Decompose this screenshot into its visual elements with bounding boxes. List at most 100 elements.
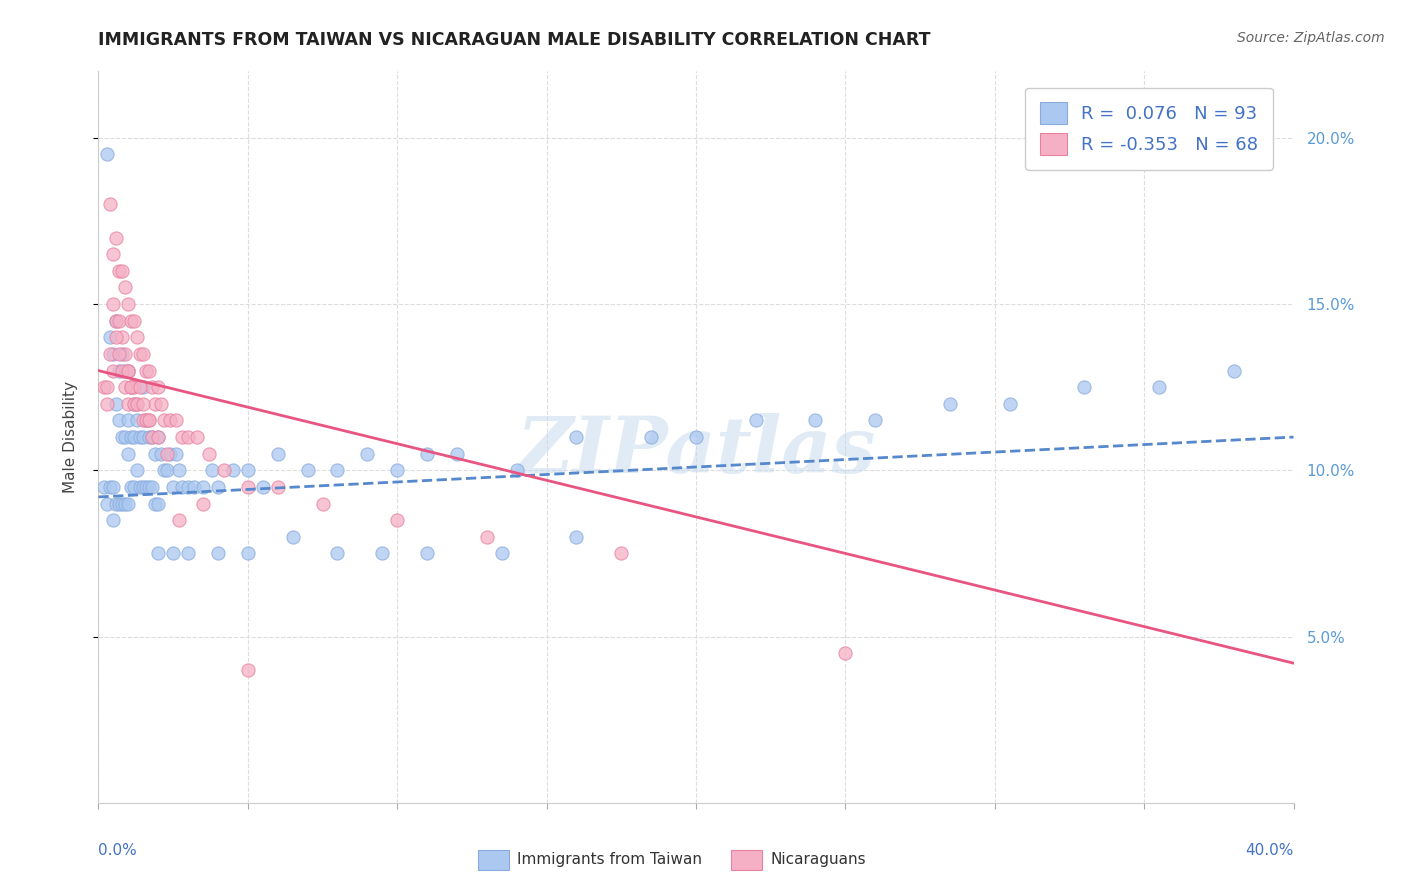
Point bbox=[198, 447, 221, 461]
Point bbox=[132, 380, 155, 394]
Point bbox=[96, 497, 118, 511]
Point bbox=[138, 413, 160, 427]
Point bbox=[385, 463, 409, 477]
Point bbox=[93, 480, 115, 494]
Point bbox=[105, 230, 128, 244]
Point bbox=[159, 447, 181, 461]
Point bbox=[865, 413, 887, 427]
Point bbox=[108, 264, 131, 278]
Point bbox=[117, 363, 139, 377]
Point bbox=[127, 413, 149, 427]
Point bbox=[105, 397, 128, 411]
Point bbox=[416, 546, 439, 560]
Point bbox=[252, 480, 274, 494]
Point bbox=[111, 363, 134, 377]
Point bbox=[172, 480, 194, 494]
Point bbox=[153, 413, 176, 427]
Point bbox=[191, 497, 214, 511]
Point bbox=[111, 264, 134, 278]
Point bbox=[108, 363, 131, 377]
Point bbox=[236, 480, 259, 494]
Point bbox=[297, 463, 319, 477]
Point bbox=[103, 347, 125, 361]
Point bbox=[117, 297, 139, 311]
Point bbox=[108, 314, 131, 328]
Point bbox=[111, 497, 134, 511]
Text: Immigrants from Taiwan: Immigrants from Taiwan bbox=[517, 853, 703, 867]
Point bbox=[124, 480, 146, 494]
Point bbox=[103, 513, 125, 527]
Point bbox=[117, 497, 139, 511]
Point bbox=[124, 314, 146, 328]
Point bbox=[685, 430, 707, 444]
Point bbox=[150, 447, 173, 461]
Point bbox=[120, 314, 142, 328]
Point bbox=[1147, 380, 1170, 394]
Point bbox=[148, 430, 170, 444]
Point bbox=[172, 430, 194, 444]
Point bbox=[281, 530, 304, 544]
Point bbox=[129, 347, 152, 361]
Point bbox=[132, 397, 155, 411]
Point bbox=[114, 280, 136, 294]
Point bbox=[127, 330, 149, 344]
Point bbox=[111, 330, 134, 344]
Point bbox=[103, 247, 125, 261]
Point bbox=[117, 413, 139, 427]
Point bbox=[267, 480, 290, 494]
Point bbox=[135, 413, 157, 427]
Point bbox=[640, 430, 662, 444]
Point bbox=[236, 663, 259, 677]
Point bbox=[138, 363, 160, 377]
Point bbox=[124, 380, 146, 394]
Point bbox=[138, 430, 160, 444]
Point bbox=[156, 447, 179, 461]
Point bbox=[311, 497, 333, 511]
Point bbox=[117, 363, 139, 377]
Point bbox=[98, 197, 122, 211]
Point bbox=[385, 513, 409, 527]
Point bbox=[148, 380, 170, 394]
Point bbox=[475, 530, 498, 544]
Point bbox=[939, 397, 962, 411]
Point bbox=[177, 480, 200, 494]
Point bbox=[141, 430, 163, 444]
Point bbox=[834, 646, 856, 660]
Point bbox=[124, 397, 146, 411]
Point bbox=[129, 430, 152, 444]
Point bbox=[132, 430, 155, 444]
Point bbox=[132, 347, 155, 361]
Text: ZIPatlas: ZIPatlas bbox=[516, 414, 876, 490]
Point bbox=[148, 546, 170, 560]
Point bbox=[506, 463, 529, 477]
Point bbox=[371, 546, 394, 560]
Point bbox=[165, 413, 187, 427]
Point bbox=[127, 463, 149, 477]
Point bbox=[162, 546, 184, 560]
Point bbox=[108, 497, 131, 511]
Point bbox=[117, 397, 139, 411]
Point bbox=[114, 380, 136, 394]
Text: Source: ZipAtlas.com: Source: ZipAtlas.com bbox=[1237, 31, 1385, 45]
Point bbox=[129, 480, 152, 494]
Point bbox=[212, 463, 235, 477]
Point bbox=[1223, 363, 1246, 377]
Point bbox=[135, 480, 157, 494]
Text: 0.0%: 0.0% bbox=[98, 843, 138, 858]
Point bbox=[610, 546, 633, 560]
Point bbox=[207, 480, 229, 494]
Point bbox=[804, 413, 827, 427]
Point bbox=[132, 413, 155, 427]
Point bbox=[141, 480, 163, 494]
Point bbox=[120, 430, 142, 444]
Point bbox=[143, 397, 166, 411]
Point bbox=[105, 497, 128, 511]
Point bbox=[416, 447, 439, 461]
Point bbox=[114, 430, 136, 444]
Point bbox=[186, 430, 208, 444]
Point bbox=[98, 330, 122, 344]
Point bbox=[111, 430, 134, 444]
Point bbox=[167, 463, 190, 477]
Point bbox=[236, 546, 259, 560]
Point bbox=[183, 480, 205, 494]
